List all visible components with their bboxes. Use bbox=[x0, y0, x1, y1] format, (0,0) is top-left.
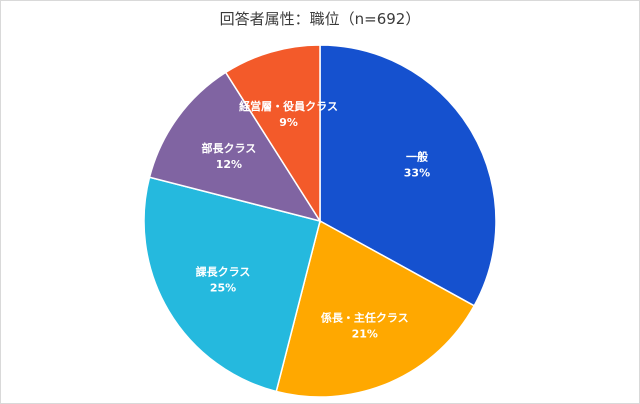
slice-value-label-3: 25% bbox=[210, 281, 236, 294]
pie-slices bbox=[143, 44, 497, 398]
pie-labels: 一般 33% 係長・主任クラス 21% 課長クラス 25% 部長クラス 12% 経営層・役員クラ… bbox=[196, 99, 430, 341]
chart-title: 回答者属性：職位（n=692） bbox=[219, 10, 421, 28]
slice-value-label-5: 9% bbox=[279, 116, 298, 129]
slice-category-label-3: 課長クラス bbox=[196, 264, 251, 278]
slice-value-label-4: 12% bbox=[216, 158, 242, 171]
pie-slice-1 bbox=[319, 44, 497, 307]
pie-slice-3 bbox=[143, 176, 321, 393]
pie-slice-4 bbox=[148, 71, 322, 223]
slice-value-label-2: 21% bbox=[352, 327, 378, 340]
slice-category-label-5: 経営層・役員クラス bbox=[239, 99, 338, 113]
slice-value-label-1: 33% bbox=[404, 167, 430, 180]
pie-slice-2 bbox=[275, 219, 476, 398]
slice-category-label-2: 係長・主任クラス bbox=[321, 310, 409, 324]
slice-category-label-1: 一般 bbox=[406, 150, 428, 164]
pie-slice-5 bbox=[224, 44, 321, 224]
slice-category-label-4: 部長クラス bbox=[201, 141, 256, 155]
